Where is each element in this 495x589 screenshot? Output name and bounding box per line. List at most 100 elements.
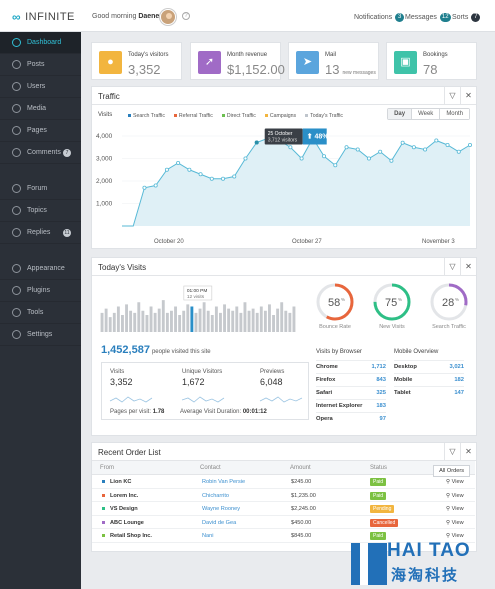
data-point <box>333 163 338 168</box>
sidebar-item-settings[interactable]: Settings <box>0 324 81 346</box>
sidebar-item-forum[interactable]: Forum <box>0 178 81 200</box>
app-logo[interactable]: ∞ INFINITE <box>12 10 75 24</box>
sidebar-item-comments[interactable]: Comments 7 <box>0 142 81 164</box>
list-item: Desktop 3,021 <box>394 360 464 373</box>
legend-item[interactable]: Campaigns <box>264 113 296 119</box>
close-icon[interactable]: ✕ <box>460 443 476 461</box>
visit-bar <box>223 304 226 332</box>
help-icon[interactable]: ? <box>182 12 190 20</box>
table-header: From Contact Amount Status <box>92 461 475 475</box>
sparklines <box>109 396 303 403</box>
sidebar-item-tools[interactable]: Tools <box>0 302 81 324</box>
donut-value: 58 <box>328 297 340 309</box>
sidebar-item-pages[interactable]: Pages <box>0 120 81 142</box>
sorts-link[interactable]: Sorts 7 <box>452 13 481 22</box>
y-tick-label: 1,000 <box>96 201 113 208</box>
comments-icon <box>12 148 21 157</box>
contact-link[interactable]: Robin Van Persie <box>202 479 246 485</box>
sidebar-item-plugins[interactable]: Plugins <box>0 280 81 302</box>
period-week[interactable]: Week <box>411 109 440 119</box>
donut-arc <box>430 283 468 321</box>
visits-summary-box: Visits 3,352 Unique Visitors 1,672 Preview… <box>101 362 309 420</box>
view-button[interactable]: ⚲ View <box>446 533 464 540</box>
data-point <box>389 158 394 163</box>
recent-orders-panel: Recent Order List ▽ ✕ All Orders From Co… <box>91 442 477 552</box>
view-button[interactable]: ⚲ View <box>446 506 464 513</box>
visit-bar <box>202 302 206 332</box>
sidebar-item-replies[interactable]: Replies 11 <box>0 222 81 244</box>
sidebar-item-users[interactable]: Users <box>0 76 81 98</box>
sidebar-item-posts[interactable]: Posts <box>0 54 81 76</box>
haitao-watermark-logo: HAI TAO 海淘科技 <box>351 537 495 589</box>
top-bar: ∞ INFINITE Good morning Daenerys ? Notif… <box>0 0 495 32</box>
legend-item[interactable]: Search Traffic <box>128 113 165 119</box>
person-icon: ● <box>99 51 122 74</box>
visit-bar <box>235 306 239 332</box>
data-point <box>355 147 360 152</box>
avatar[interactable] <box>160 9 176 25</box>
traffic-panel: Traffic ▽ ✕ Visits Search Traffic Referr… <box>91 86 477 249</box>
legend-item[interactable]: Direct Traffic <box>221 113 256 119</box>
data-point <box>400 140 405 145</box>
visit-bar <box>272 315 275 332</box>
messages-link[interactable]: Messages 12 <box>405 13 451 22</box>
period-day[interactable]: Day <box>388 109 412 119</box>
contact-link[interactable]: Nani <box>202 533 214 540</box>
media-icon <box>12 104 21 113</box>
collapse-icon[interactable]: ▽ <box>444 87 460 105</box>
visit-bar <box>145 315 149 332</box>
sidebar-item-appearance[interactable]: Appearance <box>0 258 81 280</box>
appearance-icon <box>12 264 21 273</box>
sidebar-item-dashboard[interactable]: Dashboard <box>0 32 81 54</box>
view-button[interactable]: ⚲ View <box>446 479 464 485</box>
messages-count: 12 <box>439 13 451 22</box>
visit-bar <box>141 310 145 332</box>
stat-card-mail: ➤ Mail 13 new messages <box>288 42 379 80</box>
collapse-icon[interactable]: ▽ <box>444 258 460 276</box>
contact-link[interactable]: David de Gea <box>202 519 237 526</box>
legend-item[interactable]: Referral Traffic <box>173 113 213 119</box>
visit-bar <box>133 312 137 332</box>
table-row: Retail Shop Inc. Nani $845.00 Paid ⚲ Vie… <box>92 529 475 543</box>
mobile-table: Mobile Overview Desktop 3,021 Mobile 182 T… <box>394 349 464 399</box>
visit-bar <box>157 308 161 332</box>
sorts-count: 7 <box>471 13 481 22</box>
series-line <box>122 137 471 227</box>
visit-bar <box>198 308 202 332</box>
visit-bar <box>125 304 128 332</box>
visit-bar <box>255 312 259 332</box>
donut-percent: % <box>341 297 345 302</box>
x-tick-label: October 27 <box>292 239 322 245</box>
infinity-icon: ∞ <box>12 10 22 24</box>
bookings-icon: ▣ <box>394 51 417 74</box>
visit-bar <box>231 310 235 332</box>
row-color-dot <box>102 534 105 538</box>
view-button[interactable]: ⚲ View <box>446 519 464 526</box>
visit-bar <box>112 312 116 332</box>
sidebar-item-topics[interactable]: Topics <box>0 200 81 222</box>
sidebar-item-media[interactable]: Media <box>0 98 81 120</box>
notifications-count: 3 <box>395 13 405 22</box>
close-icon[interactable]: ✕ <box>460 258 476 276</box>
all-orders-button[interactable]: All Orders <box>433 465 470 477</box>
legend-item[interactable]: Today's Traffic <box>305 113 343 119</box>
close-icon[interactable]: ✕ <box>460 87 476 105</box>
panel-title: Recent Order List <box>98 448 161 457</box>
y-tick-label: 4,000 <box>96 133 113 140</box>
list-item: Internet Explorer 183 <box>316 399 386 412</box>
notifications-link[interactable]: Notifications 3 <box>354 13 405 22</box>
period-month[interactable]: Month <box>439 109 469 119</box>
data-point <box>411 145 416 150</box>
contact-link[interactable]: Wayne Rooney <box>202 506 241 513</box>
view-button[interactable]: ⚲ View <box>446 492 464 499</box>
visit-bar <box>121 315 124 332</box>
collapse-icon[interactable]: ▽ <box>444 443 460 461</box>
settings-icon <box>12 330 21 339</box>
visit-bar <box>186 304 190 332</box>
visit-bar <box>243 302 247 332</box>
data-point <box>232 174 237 179</box>
contact-link[interactable]: Chicharrito <box>202 492 230 499</box>
status-badge: Cancelled <box>370 518 399 527</box>
table-row: Lion KC Robin Van Persie $245.00 Paid ⚲ … <box>92 475 475 489</box>
